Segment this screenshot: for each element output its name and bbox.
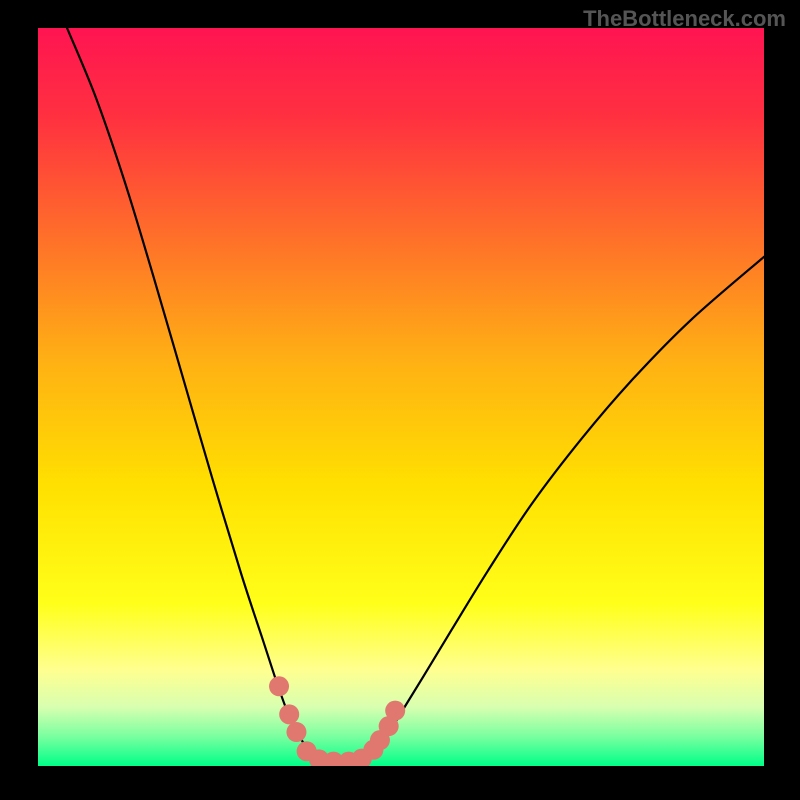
marker-dot bbox=[385, 701, 405, 721]
marker-dot bbox=[279, 704, 299, 724]
marker-dot bbox=[286, 722, 306, 742]
gradient-background bbox=[38, 28, 764, 766]
plot-area bbox=[38, 28, 764, 766]
plot-svg bbox=[38, 28, 764, 766]
marker-dot bbox=[269, 676, 289, 696]
